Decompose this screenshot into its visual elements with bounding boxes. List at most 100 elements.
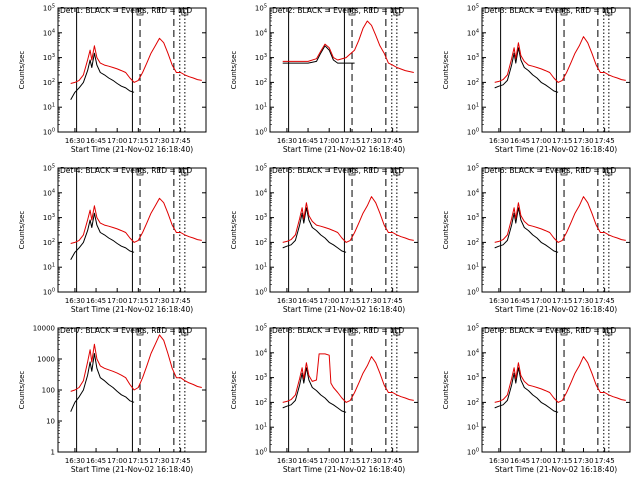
x-axis-title: Start Time (21-Nov-02 16:18:40) [283, 465, 405, 474]
panel-det-4: S L 100 101 102 103 104 105 16:30 16:45 17:00 17:15… [18, 164, 207, 314]
x-tick-label: 17:45 [595, 297, 615, 305]
panel-title: Det 1: BLACK = Events, RED = LLD [60, 6, 192, 15]
marker-flag [181, 328, 189, 336]
panel-title: Det 3: BLACK = Events, RED = LLD [484, 6, 616, 15]
y-tick-label: 101 [255, 263, 267, 272]
x-tick-label: 16:45 [298, 297, 318, 305]
series-lld-line [494, 356, 626, 403]
y-tick-label: 103 [255, 53, 267, 62]
panel-det-5: S L 100 101 102 103 104 105 16:30 16:45 17:00 17:15… [230, 164, 419, 314]
y-tick-label: 103 [467, 213, 479, 222]
marker-flag [605, 8, 613, 16]
y-tick-label: 102 [255, 238, 267, 247]
y-tick-label: 101 [43, 103, 55, 112]
y-tick-label: 104 [43, 188, 55, 197]
y-tick-label: 101 [255, 423, 267, 432]
x-tick-label: 17:15 [340, 457, 360, 465]
series-events-line [70, 353, 135, 412]
y-tick-label: 105 [467, 324, 479, 333]
x-tick-label: 16:45 [86, 457, 106, 465]
y-tick-label: 105 [255, 164, 267, 173]
y-tick-label: 102 [467, 78, 479, 87]
x-tick-label: 17:00 [531, 297, 551, 305]
marker-flag [348, 8, 356, 16]
y-tick-label: 105 [255, 324, 267, 333]
series-events-line [494, 47, 559, 93]
marker-label: S [138, 330, 142, 336]
panel-det-3: S L 100 101 102 103 104 105 16:30 16:45 17:00 17:15… [442, 4, 631, 154]
y-tick-label: 100 [255, 128, 267, 137]
marker-flag [560, 8, 568, 16]
x-tick-label: 17:30 [149, 457, 169, 465]
marker-flag [393, 8, 401, 16]
marker-flag [136, 328, 144, 336]
x-tick-label: 16:30 [489, 457, 509, 465]
panel-title: Det 8: BLACK = Events, RED = LLD [272, 326, 404, 335]
y-tick-label: 103 [255, 373, 267, 382]
series-events-line [70, 52, 135, 100]
series-events-line [494, 207, 559, 253]
y-tick-label: 102 [43, 238, 55, 247]
x-tick-label: 17:45 [171, 137, 191, 145]
marker-label: L [607, 330, 611, 336]
marker-flag [393, 168, 401, 176]
x-axis-title: Start Time (21-Nov-02 16:18:40) [495, 465, 617, 474]
series-events-line [282, 367, 347, 413]
y-tick-label: 100 [255, 448, 267, 457]
plot-frame [57, 7, 207, 133]
y-tick-label: 104 [43, 28, 55, 37]
plot-frame [269, 7, 419, 133]
y-axis-label: Counts/sec [442, 371, 450, 410]
y-axis-label: Counts/sec [442, 51, 450, 90]
series-events-line [70, 212, 135, 260]
y-tick-label: 105 [467, 164, 479, 173]
x-tick-label: 17:45 [383, 137, 403, 145]
panel-title: Det 4: BLACK = Events, RED = LLD [60, 166, 192, 175]
marker-flag [605, 328, 613, 336]
y-tick-label: 101 [467, 263, 479, 272]
y-tick-label: 100 [467, 448, 479, 457]
y-tick-label: 102 [467, 238, 479, 247]
x-tick-label: 16:30 [65, 457, 85, 465]
y-tick-label: 105 [467, 4, 479, 13]
x-tick-label: 16:45 [86, 297, 106, 305]
y-tick-label: 104 [255, 348, 267, 357]
panel-title: Det 7: BLACK = Events, RED = LLD [60, 326, 192, 335]
x-tick-label: 17:45 [595, 457, 615, 465]
panel-det-2: S L 100 101 102 103 104 105 16:30 16:45 17:00 17:15… [230, 4, 419, 154]
x-tick-label: 17:45 [383, 297, 403, 305]
marker-label: L [183, 170, 187, 176]
x-axis-title: Start Time (21-Nov-02 16:18:40) [283, 305, 405, 314]
x-tick-label: 17:15 [552, 137, 572, 145]
y-tick-label: 100 [467, 288, 479, 297]
y-tick-label: 103 [467, 53, 479, 62]
panel-det-1: S L 100 101 102 103 104 105 16:30 16:45 17:00 17:15… [18, 4, 207, 154]
y-axis-label: Counts/sec [442, 211, 450, 250]
series-events-line [282, 207, 347, 253]
panel-title: Det 5: BLACK = Events, RED = LLD [272, 166, 404, 175]
x-axis-title: Start Time (21-Nov-02 16:18:40) [71, 145, 193, 154]
x-tick-label: 17:45 [171, 457, 191, 465]
panel-det-8: S L 100 101 102 103 104 105 16:30 16:45 17:00 17:15… [230, 324, 419, 474]
y-tick-label: 101 [43, 263, 55, 272]
x-tick-label: 16:30 [65, 297, 85, 305]
x-tick-label: 17:00 [319, 137, 339, 145]
y-tick-label: 100 [42, 387, 55, 395]
y-tick-label: 102 [43, 78, 55, 87]
plot-frame [481, 327, 631, 453]
series-events-line [494, 367, 559, 413]
plot-frame [481, 167, 631, 293]
y-tick-label: 100 [467, 128, 479, 137]
series-lld-line [494, 36, 626, 83]
x-tick-label: 17:15 [128, 297, 148, 305]
marker-label: L [183, 330, 187, 336]
marker-label: L [607, 10, 611, 16]
x-tick-label: 17:45 [171, 297, 191, 305]
x-tick-label: 16:30 [277, 457, 297, 465]
y-tick-label: 1000 [37, 356, 55, 364]
x-tick-label: 17:00 [107, 297, 127, 305]
marker-label: S [138, 10, 142, 16]
y-tick-label: 102 [467, 398, 479, 407]
panel-title: Det 9: BLACK = Events, RED = LLD [484, 326, 616, 335]
marker-label: S [350, 10, 354, 16]
